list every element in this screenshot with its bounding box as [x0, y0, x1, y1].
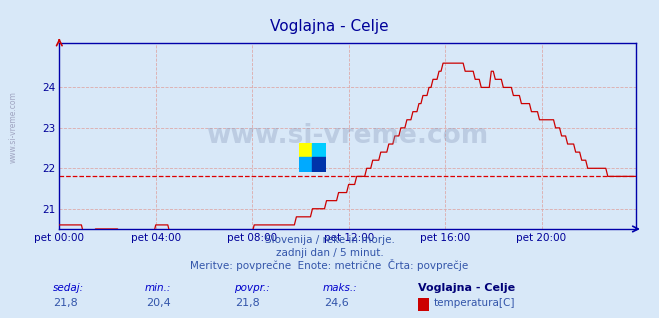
Text: Slovenija / reke in morje.: Slovenija / reke in morje.: [264, 235, 395, 245]
Text: 21,8: 21,8: [235, 298, 260, 308]
Bar: [299, 157, 312, 172]
Text: temperatura[C]: temperatura[C]: [434, 298, 515, 308]
Text: povpr.:: povpr.:: [234, 283, 270, 293]
Text: 24,6: 24,6: [324, 298, 349, 308]
Bar: [312, 157, 326, 172]
Text: Voglajna - Celje: Voglajna - Celje: [270, 19, 389, 34]
Text: Meritve: povprečne  Enote: metrične  Črta: povprečje: Meritve: povprečne Enote: metrične Črta:…: [190, 259, 469, 271]
Text: 20,4: 20,4: [146, 298, 171, 308]
Text: 21,8: 21,8: [53, 298, 78, 308]
Bar: [299, 143, 312, 157]
Text: www.si-vreme.com: www.si-vreme.com: [9, 91, 18, 163]
Text: min.:: min.:: [145, 283, 171, 293]
Bar: [312, 143, 326, 157]
Text: Voglajna - Celje: Voglajna - Celje: [418, 283, 515, 293]
Text: www.si-vreme.com: www.si-vreme.com: [206, 123, 489, 149]
Text: sedaj:: sedaj:: [53, 283, 84, 293]
Text: zadnji dan / 5 minut.: zadnji dan / 5 minut.: [275, 248, 384, 258]
Text: maks.:: maks.:: [323, 283, 358, 293]
